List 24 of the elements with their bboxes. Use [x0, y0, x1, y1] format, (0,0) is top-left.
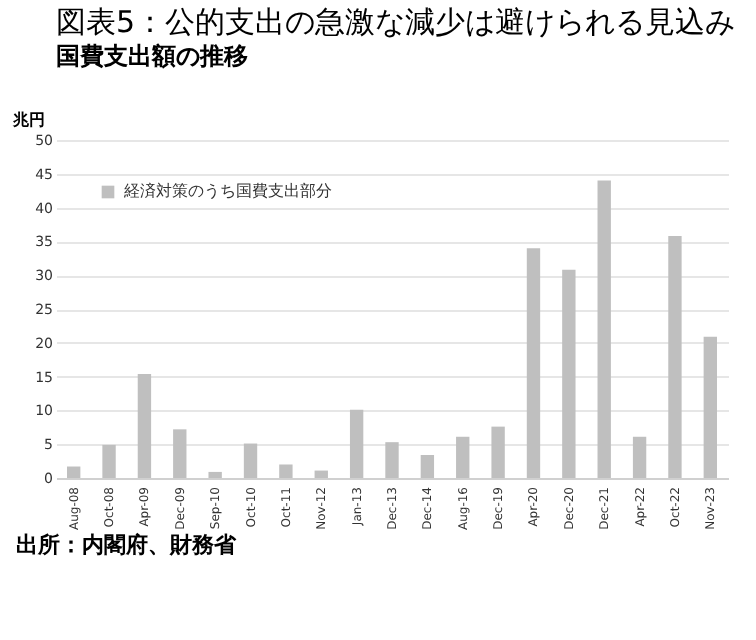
bar — [67, 466, 81, 478]
bar — [526, 248, 541, 478]
bar — [420, 455, 435, 478]
bar — [385, 442, 399, 478]
bar — [703, 336, 717, 478]
bar — [102, 444, 116, 478]
bar — [562, 269, 576, 478]
bar — [173, 429, 187, 478]
chart-title: 図表5：公的支出の急激な減少は避けられる見込み — [56, 4, 736, 40]
bar — [349, 409, 364, 478]
y-axis-title: 兆円 — [11, 111, 45, 129]
bar — [597, 180, 611, 478]
text: 出所：内閣府、財務省 — [16, 530, 238, 560]
legend-label: 経済対策のうち国費支出部分 — [122, 182, 332, 200]
bar — [279, 464, 293, 478]
bar — [491, 426, 505, 478]
bar — [668, 235, 682, 478]
chart-subtitle: 国費支出額の推移 — [56, 42, 248, 70]
bar — [632, 436, 647, 478]
bar — [137, 373, 152, 478]
bar — [314, 470, 328, 478]
bar — [456, 436, 470, 478]
bar — [208, 471, 222, 478]
bar — [243, 443, 258, 478]
